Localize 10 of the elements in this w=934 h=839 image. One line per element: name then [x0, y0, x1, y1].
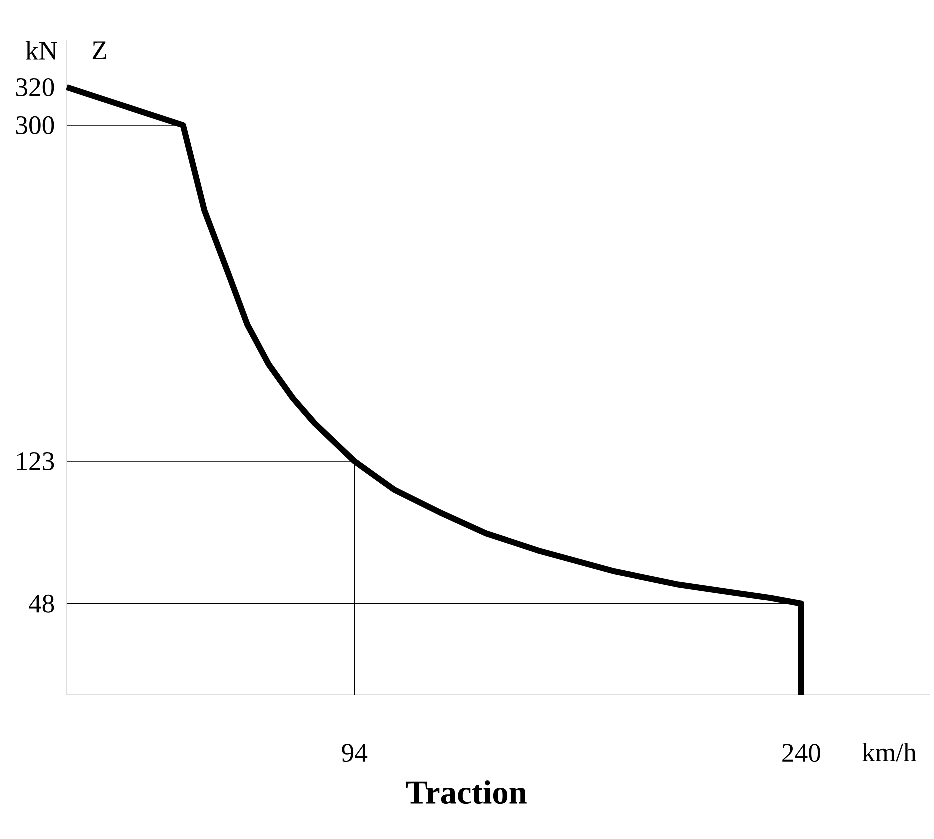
- annotation: Z: [92, 42, 106, 60]
- y-tick-label: 48: [29, 594, 54, 613]
- y-tick-label: 300: [16, 116, 54, 134]
- y-axis-title: kN: [26, 41, 58, 60]
- y-tick-label: 320: [16, 78, 54, 96]
- text: Traction: [406, 780, 527, 804]
- x-tick-label: 240: [782, 744, 820, 762]
- x-tick-label: 94: [342, 744, 368, 762]
- x-axis-title: km/h: [862, 742, 917, 762]
- y-tick-label: 123: [18, 452, 54, 470]
